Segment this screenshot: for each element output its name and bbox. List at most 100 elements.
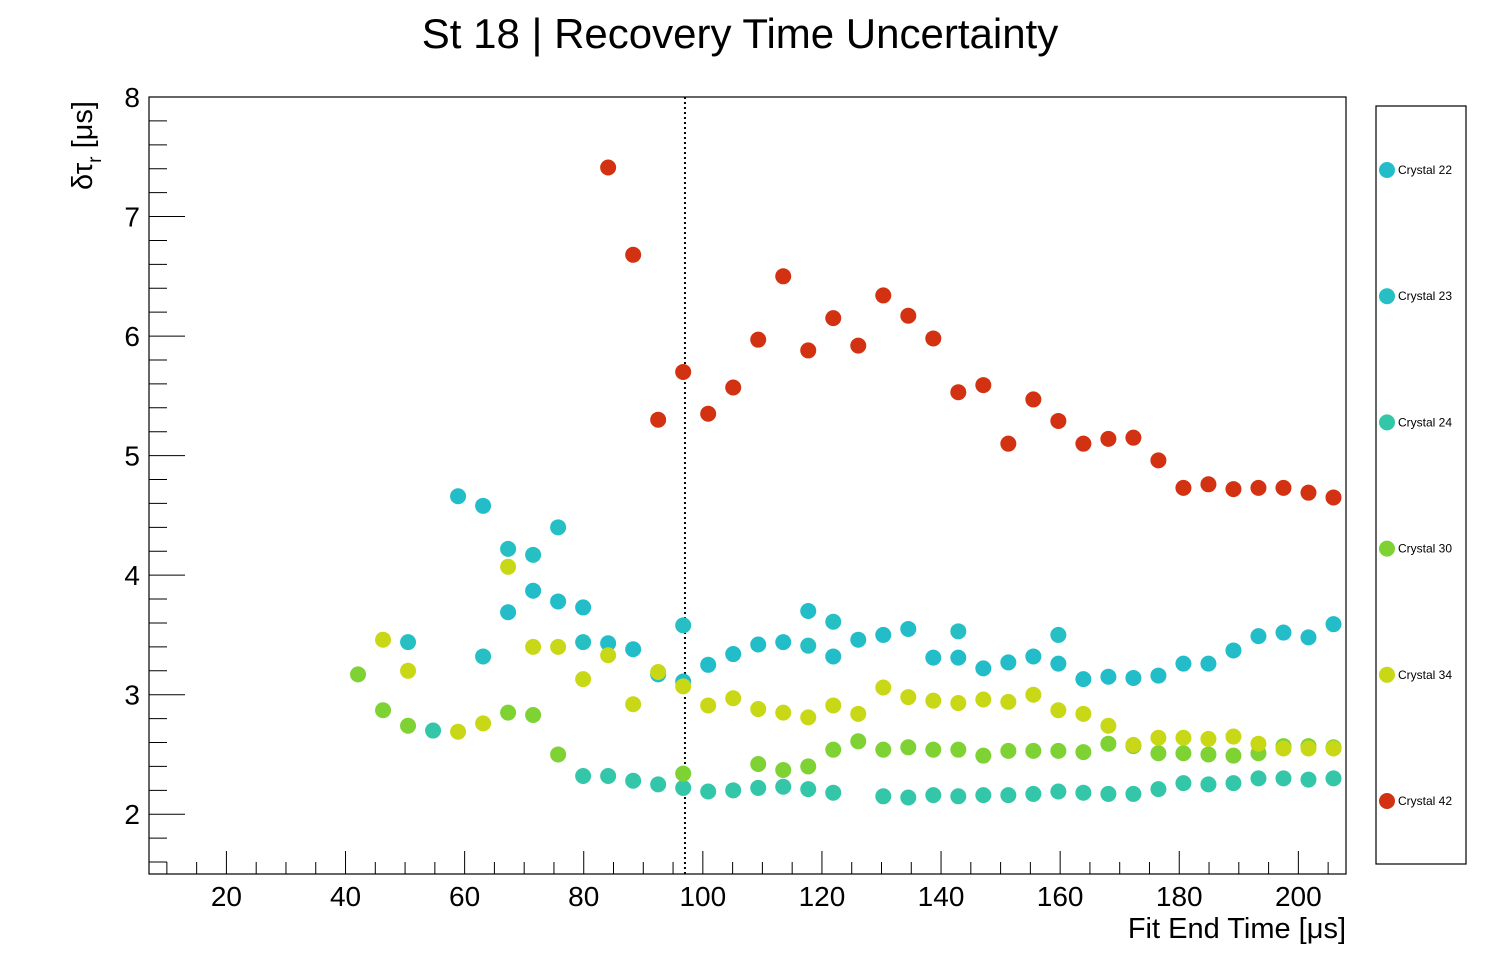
data-point	[925, 649, 942, 666]
data-point	[675, 765, 692, 782]
data-point	[825, 784, 842, 801]
data-point	[1250, 770, 1267, 787]
data-point	[400, 662, 417, 679]
data-point	[1050, 412, 1067, 429]
data-point	[875, 679, 892, 696]
legend-label: Crystal 22	[1398, 163, 1452, 177]
plot-frame	[148, 96, 1347, 875]
data-point	[875, 626, 892, 643]
data-point	[650, 411, 667, 428]
legend-marker	[1379, 288, 1395, 305]
data-point	[775, 762, 792, 779]
data-point	[1325, 616, 1342, 633]
data-point	[825, 648, 842, 665]
data-point	[650, 663, 667, 680]
data-point	[725, 690, 742, 707]
data-point	[1150, 745, 1167, 762]
x-tick-label: 80	[568, 881, 599, 912]
data-point	[1175, 745, 1192, 762]
x-tick-label: 180	[1156, 881, 1203, 912]
x-tick-label: 60	[449, 881, 480, 912]
data-point	[1200, 776, 1217, 793]
data-point	[1150, 452, 1167, 469]
data-point	[950, 788, 967, 805]
data-point	[900, 307, 917, 324]
data-point	[1050, 626, 1067, 643]
y-tick-label: 7	[124, 202, 140, 233]
data-point	[800, 781, 817, 798]
data-point	[700, 783, 717, 800]
data-point	[675, 678, 692, 695]
series-crystal-30	[350, 666, 1342, 782]
data-point	[1325, 740, 1342, 757]
data-point	[725, 379, 742, 396]
data-point	[1250, 479, 1267, 496]
data-point	[950, 741, 967, 758]
data-point	[925, 330, 942, 347]
data-point	[1125, 429, 1142, 446]
series-crystal-23	[400, 519, 1067, 665]
legend-label: Crystal 23	[1398, 289, 1452, 303]
data-point	[475, 715, 492, 732]
data-point	[450, 488, 467, 505]
data-point	[975, 787, 992, 804]
data-point	[975, 691, 992, 708]
legend: Crystal 22 Crystal 23 Crystal 24 Crystal 30…	[1375, 105, 1467, 865]
data-point	[1325, 770, 1342, 787]
data-point	[1075, 671, 1092, 688]
data-point	[550, 519, 567, 536]
data-point	[1150, 729, 1167, 746]
data-point	[1075, 435, 1092, 452]
data-point	[775, 634, 792, 651]
axes-layer: 20 40 60 80 100 120 140 160 180 200 2 3 4 5 6 7 8	[124, 82, 1329, 912]
data-point	[1075, 705, 1092, 722]
points-layer	[350, 159, 1342, 806]
series-crystal-24	[425, 722, 1342, 806]
data-point	[800, 603, 817, 620]
data-point	[1175, 775, 1192, 792]
data-point	[625, 641, 642, 658]
x-tick-label: 160	[1037, 881, 1084, 912]
x-tick-label: 100	[679, 881, 726, 912]
y-axis-title: δτr [μs]	[67, 101, 106, 190]
legend-label: Crystal 24	[1398, 415, 1452, 429]
data-point	[1200, 476, 1217, 493]
data-point	[675, 779, 692, 796]
data-point	[1000, 435, 1017, 452]
series-crystal-22	[450, 488, 1342, 690]
data-point	[1175, 479, 1192, 496]
y-axis-title-unit: [μs]	[67, 101, 99, 156]
data-point	[1025, 648, 1042, 665]
data-point	[575, 599, 592, 616]
data-point	[500, 604, 517, 621]
data-point	[1300, 484, 1317, 501]
data-point	[775, 704, 792, 721]
data-point	[1175, 729, 1192, 746]
legend-marker	[1379, 793, 1395, 809]
legend-marker	[1379, 162, 1395, 178]
data-point	[850, 631, 867, 648]
data-point	[875, 287, 892, 304]
data-point	[825, 310, 842, 327]
data-point	[925, 692, 942, 709]
data-point	[950, 649, 967, 666]
data-point	[700, 697, 717, 714]
legend-marker	[1379, 666, 1395, 683]
data-point	[650, 776, 667, 793]
data-point	[1300, 629, 1317, 646]
legend-frame	[1375, 105, 1467, 865]
data-point	[1150, 667, 1167, 684]
data-point	[700, 405, 717, 422]
data-point	[1300, 740, 1317, 757]
data-point	[1225, 481, 1242, 498]
data-point	[500, 704, 517, 721]
data-point	[1025, 742, 1042, 759]
data-point	[900, 739, 917, 756]
data-point	[575, 671, 592, 688]
data-point	[750, 701, 767, 718]
x-tick-label: 140	[918, 881, 965, 912]
data-point	[550, 638, 567, 655]
data-point	[1050, 783, 1067, 800]
data-point	[900, 689, 917, 706]
data-point	[525, 638, 542, 655]
